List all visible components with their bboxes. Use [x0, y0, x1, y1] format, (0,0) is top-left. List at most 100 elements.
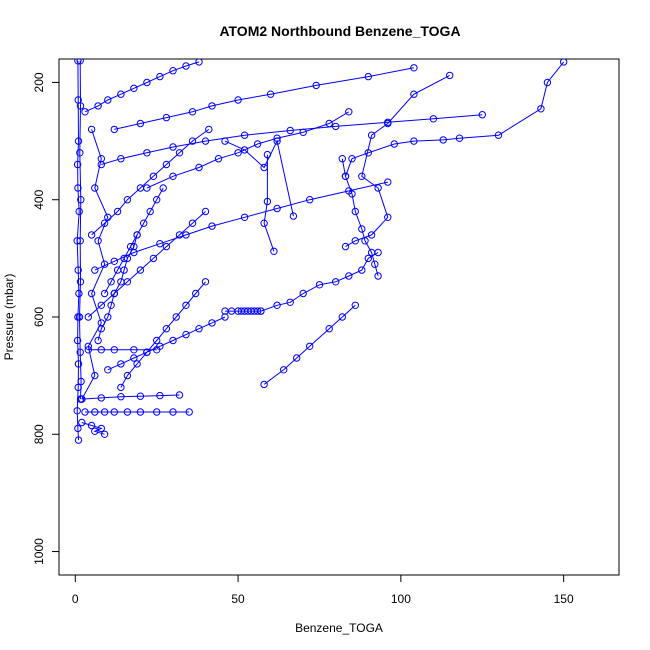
data-point	[100, 408, 109, 416]
profile-series	[110, 64, 418, 134]
data-point	[107, 278, 115, 286]
x-axis-label: Benzene_TOGA	[295, 621, 383, 635]
data-point	[384, 178, 392, 186]
data-point	[97, 346, 106, 354]
y-axis-label: Pressure (mbar)	[2, 274, 16, 361]
profile-series	[257, 248, 382, 315]
data-point	[234, 96, 242, 104]
data-point	[358, 266, 366, 274]
data-point	[117, 90, 125, 98]
data-point	[130, 354, 138, 362]
data-point	[273, 301, 281, 309]
data-point	[162, 325, 171, 333]
data-point	[306, 196, 314, 204]
series-line	[101, 114, 483, 165]
y-tick-label: 200	[32, 72, 46, 92]
data-point	[104, 96, 112, 104]
data-point	[537, 105, 545, 113]
data-point	[195, 163, 203, 172]
series-line	[91, 128, 210, 236]
y-tick-label: 1000	[32, 538, 46, 565]
data-point	[182, 62, 190, 70]
data-point	[78, 395, 86, 403]
data-point	[208, 319, 216, 327]
data-point	[84, 313, 93, 321]
data-point	[149, 254, 158, 263]
data-point	[156, 391, 164, 400]
data-point	[136, 266, 145, 274]
data-point	[371, 260, 379, 268]
data-point	[81, 408, 89, 416]
profile-series	[221, 137, 298, 220]
data-point	[130, 242, 138, 251]
data-point	[367, 248, 376, 257]
y-axis: 200 400 600 800 1000	[32, 72, 59, 565]
data-point	[221, 313, 229, 321]
profile-series	[260, 150, 278, 256]
data-point	[133, 231, 141, 239]
profile-series	[78, 391, 184, 403]
data-point	[136, 184, 145, 192]
data-point	[104, 366, 112, 374]
data-point	[117, 383, 125, 392]
data-point	[75, 313, 84, 321]
data-point	[73, 336, 82, 345]
data-point	[332, 278, 340, 286]
data-point	[97, 424, 106, 433]
data-point	[332, 122, 340, 131]
data-point	[201, 137, 210, 145]
data-point	[123, 196, 132, 204]
data-point	[358, 172, 366, 181]
data-point	[74, 436, 83, 444]
data-point	[117, 155, 125, 163]
data-point	[100, 289, 109, 298]
data-point	[410, 137, 418, 145]
profile-series	[91, 178, 392, 274]
data-point	[91, 266, 99, 274]
data-point	[130, 346, 138, 354]
data-point	[367, 231, 376, 239]
data-point	[97, 155, 106, 163]
data-point	[113, 207, 122, 216]
data-point	[74, 184, 82, 192]
data-point	[195, 59, 203, 66]
profile-series	[94, 231, 141, 345]
data-point	[76, 59, 84, 65]
data-point	[280, 366, 288, 374]
data-point	[87, 231, 96, 239]
data-point	[439, 136, 447, 144]
data-point	[97, 160, 106, 169]
data-point	[325, 325, 333, 333]
profile-series	[81, 408, 193, 416]
data-point	[117, 278, 125, 286]
data-point	[175, 231, 184, 239]
data-point	[117, 393, 125, 401]
data-point	[120, 266, 128, 274]
data-point	[364, 72, 372, 81]
data-point	[201, 207, 210, 216]
data-point	[286, 298, 294, 306]
data-point	[76, 102, 85, 110]
data-point	[123, 408, 132, 416]
series-line	[345, 74, 450, 248]
data-point	[133, 360, 141, 368]
data-point	[110, 257, 119, 265]
data-point	[410, 90, 418, 98]
data-point	[75, 289, 83, 298]
data-point	[263, 197, 272, 206]
data-point	[234, 149, 242, 157]
data-point	[84, 346, 93, 354]
data-point	[543, 78, 552, 87]
data-point	[367, 131, 376, 139]
data-point	[374, 272, 382, 280]
series-line	[87, 211, 206, 318]
profile-series	[78, 125, 112, 403]
data-point	[384, 118, 392, 127]
data-point	[110, 346, 119, 354]
data-point	[348, 155, 356, 163]
x-axis: 0 50 100 150	[72, 575, 574, 606]
data-point	[257, 307, 265, 315]
data-point	[312, 81, 320, 90]
data-point	[74, 266, 82, 274]
